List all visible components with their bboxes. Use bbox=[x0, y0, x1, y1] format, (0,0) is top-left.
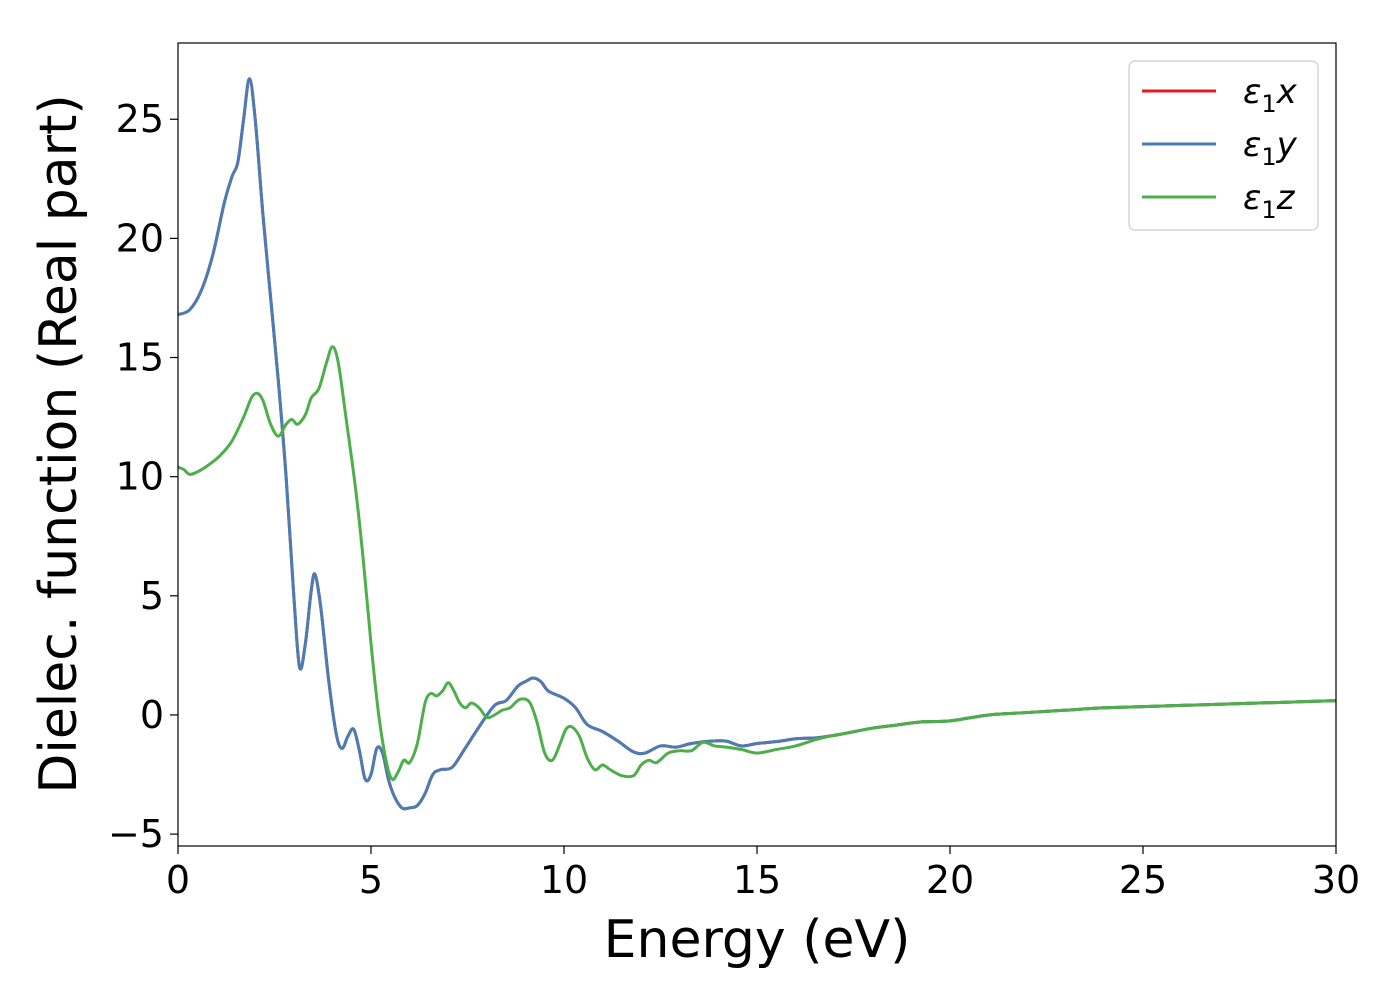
y-axis-title: Dielec. function (Real part) bbox=[29, 94, 89, 793]
x-tick-label: 15 bbox=[733, 858, 781, 902]
legend-label-y: ε1y bbox=[1243, 125, 1298, 171]
x-axis-title: Energy (eV) bbox=[604, 910, 911, 970]
y-tick-label: 15 bbox=[116, 336, 164, 380]
legend-label-x: ε1x bbox=[1243, 72, 1298, 118]
x-tick-label: 10 bbox=[540, 858, 588, 902]
legend: ε1x ε1y ε1z bbox=[1128, 60, 1319, 231]
series-layer bbox=[178, 77, 1336, 811]
x-tick-label: 25 bbox=[1119, 858, 1167, 902]
y-tick-label: 20 bbox=[116, 216, 164, 260]
x-tick-label: 30 bbox=[1312, 858, 1360, 902]
y-tick-label: 25 bbox=[116, 97, 164, 141]
x-tick-label: 20 bbox=[926, 858, 974, 902]
x-axis: 0 5 10 15 20 25 30 bbox=[166, 846, 1360, 902]
y-tick-label: 10 bbox=[116, 455, 164, 499]
x-tick-label: 5 bbox=[359, 858, 383, 902]
y-axis: −5 0 5 10 15 20 25 bbox=[108, 97, 178, 856]
y-tick-label: 0 bbox=[140, 693, 164, 737]
x-tick-label: 0 bbox=[166, 858, 190, 902]
legend-label-z: ε1z bbox=[1243, 178, 1296, 224]
legend-box bbox=[1128, 60, 1319, 231]
series-line-z bbox=[178, 345, 1336, 782]
y-tick-label: −5 bbox=[108, 812, 164, 856]
y-tick-label: 5 bbox=[140, 574, 164, 618]
